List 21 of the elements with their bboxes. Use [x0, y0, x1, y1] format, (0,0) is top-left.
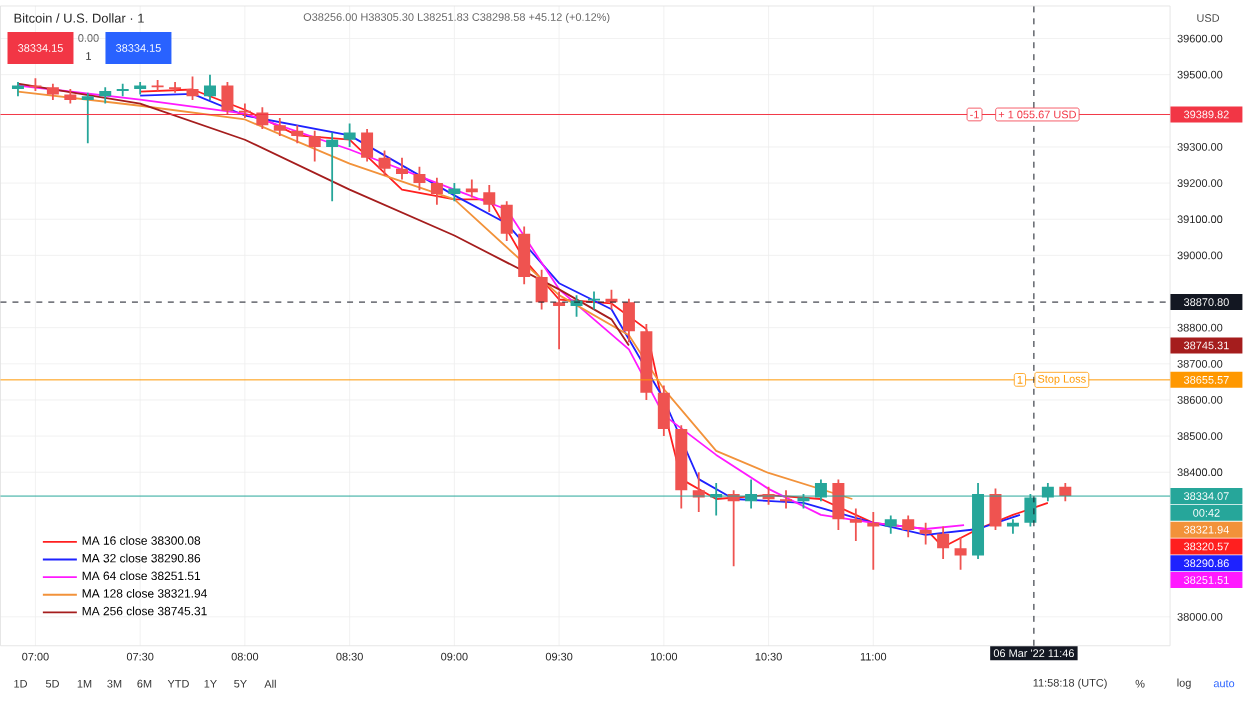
candlestick: [273, 118, 286, 137]
candlestick: [483, 185, 496, 213]
line-series: [17, 82, 630, 347]
candlestick: [780, 490, 793, 509]
candlestick: [902, 515, 915, 538]
line-series: [17, 90, 854, 501]
candlestick: [849, 508, 862, 542]
candlestick: [919, 522, 932, 545]
candlestick: [430, 177, 443, 205]
candlestick: [553, 291, 566, 350]
candlestick: [238, 103, 251, 119]
candlestick: [169, 82, 182, 93]
candlestick: [308, 130, 321, 162]
candlestick: [867, 512, 880, 570]
candlestick: [361, 129, 374, 162]
candlestick: [116, 83, 129, 97]
line-series: [17, 84, 965, 531]
candlestick: [326, 132, 339, 202]
candlestick: [343, 123, 356, 148]
candlestick: [46, 83, 59, 101]
candlestick: [81, 92, 94, 144]
